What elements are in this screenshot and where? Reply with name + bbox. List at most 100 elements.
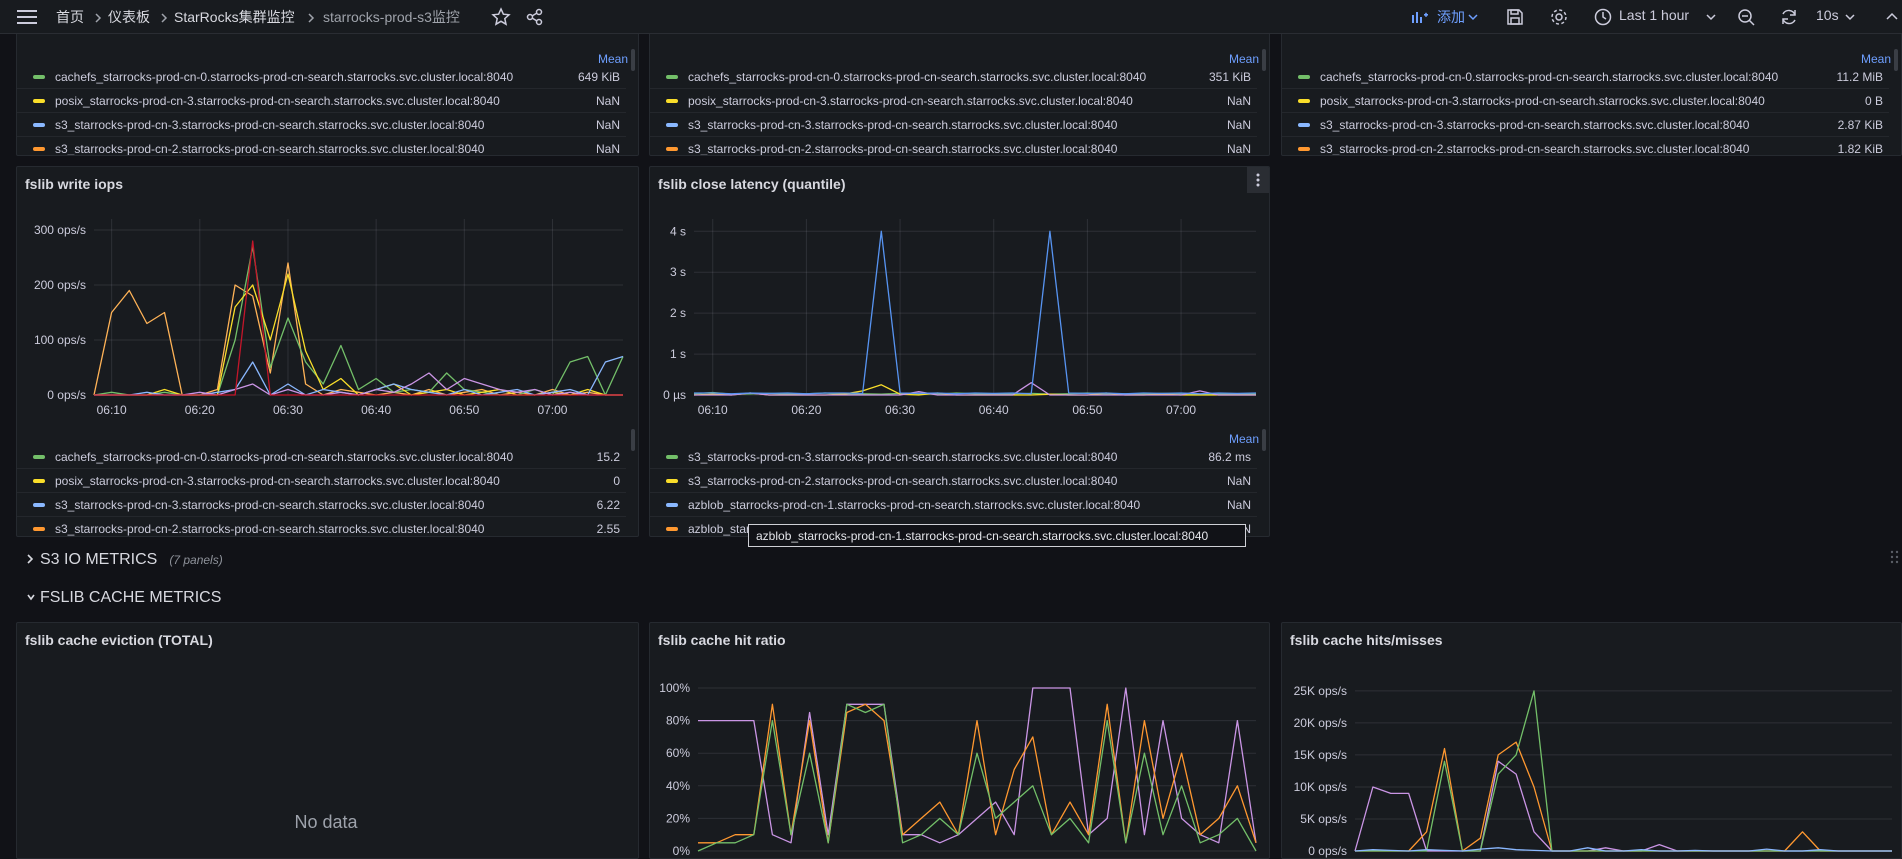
legend-row[interactable]: cachefs_starrocks-prod-cn-0.starrocks-pr… [650, 65, 1257, 89]
x-tick-label: 06:20 [185, 403, 215, 417]
settings-icon[interactable] [1549, 7, 1569, 27]
legend-row[interactable]: s3_starrocks-prod-cn-2.starrocks-prod-cn… [17, 137, 626, 156]
legend-name: s3_starrocks-prod-cn-3.starrocks-prod-cn… [55, 498, 485, 512]
breadcrumb[interactable]: 首页 [56, 9, 84, 25]
legend-scrollbar [631, 429, 635, 451]
legend-swatch [666, 479, 678, 483]
legend-name: s3_starrocks-prod-cn-3.starrocks-prod-cn… [55, 118, 485, 132]
y-tick-label: 0 ops/s [1308, 844, 1347, 858]
y-tick-label: 300 ops/s [34, 223, 86, 237]
legend-row[interactable]: azblob_starrocks-prod-cn-1.starrocks-pro… [650, 493, 1257, 517]
chart: 0 ops/s 100 ops/s 200 ops/s 300 ops/s 06:10 0… [34, 219, 624, 417]
panel: fslib cache hit ratio 0% 20% 40% 60% 80% 100% [649, 622, 1270, 859]
breadcrumb: starrocks-prod-s3监控 [323, 9, 460, 25]
legend-swatch [666, 527, 678, 531]
series-line [694, 382, 1256, 396]
legend-row[interactable]: posix_starrocks-prod-cn-3.starrocks-prod… [650, 89, 1257, 113]
legend-row[interactable]: s3_starrocks-prod-cn-3.starrocks-prod-cn… [1282, 113, 1889, 137]
legend-mean: NaN [1222, 94, 1251, 108]
legend-swatch [33, 503, 45, 507]
y-tick-label: 0 ops/s [47, 388, 86, 402]
share-icon[interactable] [525, 7, 545, 27]
row-panel-count: (7 panels) [169, 553, 223, 567]
no-data-message: No data [294, 811, 358, 832]
legend-row[interactable]: s3_starrocks-prod-cn-2.starrocks-prod-cn… [650, 137, 1257, 156]
legend-row[interactable]: s3_starrocks-prod-cn-3.starrocks-prod-cn… [17, 493, 626, 517]
chevron-down [1706, 14, 1716, 21]
legend-mean: NaN [1222, 118, 1251, 132]
row-header[interactable]: S3 IO METRICS (7 panels) [26, 551, 223, 569]
legend-mean: 1.82 KiB [1833, 142, 1883, 155]
panel-menu[interactable] [1247, 167, 1269, 193]
legend-row[interactable]: s3_starrocks-prod-cn-2.starrocks-prod-cn… [650, 469, 1257, 493]
breadcrumb[interactable]: StarRocks集群监控 [174, 9, 295, 25]
legend-row[interactable]: s3_starrocks-prod-cn-2.starrocks-prod-cn… [1282, 137, 1889, 155]
row-title: FSLIB CACHE METRICS [40, 589, 222, 606]
y-tick-label: 3 s [670, 265, 686, 279]
legend-name: posix_starrocks-prod-cn-3.starrocks-prod… [55, 94, 500, 108]
legend-swatch [666, 147, 678, 151]
legend-row[interactable]: s3_starrocks-prod-cn-3.starrocks-prod-cn… [650, 113, 1257, 137]
x-tick-label: 06:30 [885, 403, 915, 417]
legend-row[interactable]: s3_starrocks-prod-cn-2.starrocks-prod-cn… [17, 517, 626, 536]
x-tick-label: 06:50 [449, 403, 479, 417]
legend-row[interactable]: cachefs_starrocks-prod-cn-0.starrocks-pr… [1282, 65, 1889, 89]
chart: 0 ops/s 5K ops/s 10K ops/s 15K ops/s 20K ops… [1294, 684, 1892, 858]
legend-swatch [1298, 99, 1310, 103]
legend-row[interactable]: s3_starrocks-prod-cn-3.starrocks-prod-cn… [650, 445, 1257, 469]
legend-row[interactable]: posix_starrocks-prod-cn-3.starrocks-prod… [17, 89, 626, 113]
legend-swatch [666, 503, 678, 507]
x-tick-label: 07:00 [1166, 403, 1196, 417]
add-icon[interactable] [1411, 9, 1429, 25]
panel: Mean cachefs_starrocks-prod-cn-0.starrock… [16, 26, 639, 156]
legend-swatch [1298, 147, 1310, 151]
panel: fslib write iops 0 ops/s 100 ops/s 200 ops/… [16, 166, 639, 537]
panel-title: fslib cache hits/misses [1290, 632, 1443, 648]
y-tick-label: 0 µs [663, 388, 686, 402]
clock-icon[interactable] [1593, 7, 1613, 27]
legend-mean: 6.22 [592, 498, 620, 512]
legend-mean: NaN [591, 94, 620, 108]
menu-icon[interactable] [16, 8, 38, 26]
refresh-interval[interactable]: 10s [1816, 7, 1839, 23]
time-range-picker[interactable]: Last 1 hour [1619, 7, 1690, 23]
add-button[interactable]: 添加 [1437, 9, 1465, 25]
refresh-icon[interactable] [1779, 7, 1799, 27]
breadcrumb[interactable]: 仪表板 [108, 9, 150, 25]
row-chevron [27, 594, 35, 601]
legend-scrollbar [1262, 429, 1266, 451]
top-bar: 首页 仪表板 StarRocks集群监控 starrocks-prod-s3监控… [0, 0, 1902, 34]
panel: fslib close latency (quantile) 0 µs 1 s 2 s… [649, 166, 1270, 537]
legend-name: s3_starrocks-prod-cn-2.starrocks-prod-cn… [55, 142, 485, 156]
legend-row[interactable]: posix_starrocks-prod-cn-3.starrocks-prod… [1282, 89, 1889, 113]
row-drag-handle[interactable] [1890, 549, 1900, 569]
legend-name: s3_starrocks-prod-cn-2.starrocks-prod-cn… [688, 142, 1118, 156]
legend-row[interactable]: posix_starrocks-prod-cn-3.starrocks-prod… [17, 469, 626, 493]
legend-name: s3_starrocks-prod-cn-3.starrocks-prod-cn… [688, 450, 1118, 464]
y-tick-label: 60% [666, 746, 690, 760]
legend-name: posix_starrocks-prod-cn-3.starrocks-prod… [688, 94, 1133, 108]
y-tick-label: 100% [659, 681, 690, 695]
panel: Mean cachefs_starrocks-prod-cn-0.starrock… [1281, 26, 1902, 156]
crumb-separator [308, 13, 315, 23]
collapse-icon[interactable] [1885, 11, 1899, 21]
star-icon[interactable] [491, 7, 511, 27]
save-icon[interactable] [1505, 7, 1525, 27]
legend-name: posix_starrocks-prod-cn-3.starrocks-prod… [1320, 94, 1765, 108]
legend-row[interactable]: cachefs_starrocks-prod-cn-0.starrocks-pr… [17, 445, 626, 469]
series-line [698, 703, 1257, 844]
legend-row[interactable]: s3_starrocks-prod-cn-3.starrocks-prod-cn… [17, 113, 626, 137]
zoom-out-icon[interactable] [1736, 7, 1756, 27]
series-line [698, 687, 1257, 844]
row-header[interactable]: FSLIB CACHE METRICS [26, 589, 221, 607]
legend-mean: NaN [1222, 142, 1251, 155]
legend-mean: 11.2 MiB [1832, 70, 1883, 84]
legend-header: Mean [1228, 52, 1259, 66]
legend-mean: NaN [1222, 474, 1251, 488]
y-tick-label: 200 ops/s [34, 278, 86, 292]
legend-row[interactable]: cachefs_starrocks-prod-cn-0.starrocks-pr… [17, 65, 626, 89]
x-tick-label: 06:30 [273, 403, 303, 417]
legend-name: cachefs_starrocks-prod-cn-0.starrocks-pr… [55, 450, 514, 464]
y-tick-label: 25K ops/s [1294, 684, 1347, 698]
legend-header: Mean [597, 52, 628, 66]
